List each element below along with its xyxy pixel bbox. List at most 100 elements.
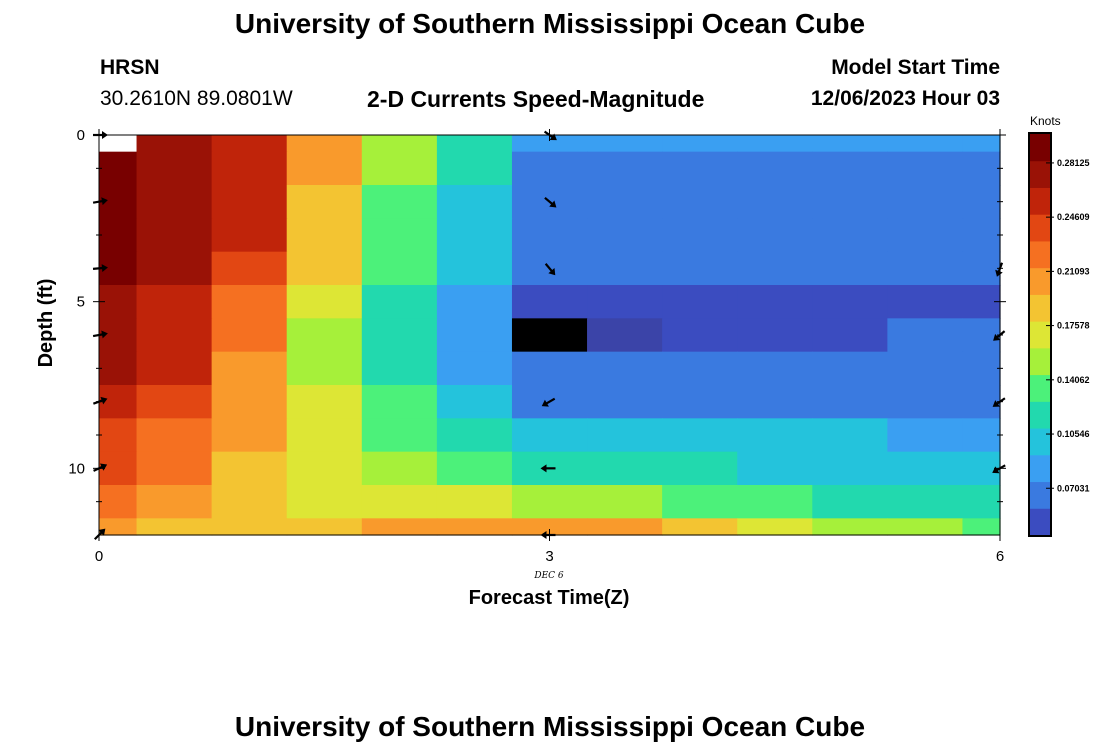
heatmap-cell bbox=[737, 218, 813, 253]
heatmap-cell bbox=[436, 185, 513, 219]
heatmap-cell bbox=[361, 218, 438, 253]
heatmap-cell bbox=[136, 451, 213, 486]
arrow-head bbox=[101, 330, 108, 339]
heatmap-cell bbox=[211, 251, 288, 286]
heatmap-cell bbox=[812, 351, 888, 386]
heatmap-cell bbox=[887, 385, 964, 419]
colorbar-segment bbox=[1030, 428, 1050, 456]
heatmap-cell bbox=[587, 185, 663, 219]
heatmap-cell bbox=[361, 485, 438, 519]
heatmap-cell bbox=[887, 185, 964, 219]
heatmap-cell bbox=[511, 135, 588, 153]
heatmap-cell bbox=[436, 351, 513, 386]
heatmap-cell bbox=[286, 518, 363, 536]
arrow-head bbox=[549, 133, 557, 141]
heatmap-cell bbox=[662, 351, 738, 386]
heatmap-cell bbox=[136, 285, 213, 319]
heatmap-cell bbox=[136, 218, 213, 253]
heatmap-cell bbox=[136, 518, 213, 536]
heatmap-cell bbox=[887, 135, 964, 153]
heatmap-cell bbox=[662, 218, 738, 253]
heatmap-cell bbox=[962, 318, 1001, 353]
heatmap-cell bbox=[136, 485, 213, 519]
arrow-head bbox=[549, 200, 557, 208]
colorbar-unit-label: Knots bbox=[1030, 114, 1061, 128]
heatmap-cell bbox=[436, 385, 513, 419]
heatmap-cell bbox=[211, 518, 288, 536]
heatmap-cell bbox=[136, 151, 213, 186]
heatmap-cell bbox=[361, 385, 438, 419]
y-axis-label: Depth (ft) bbox=[35, 279, 57, 368]
heatmap-cell bbox=[436, 418, 513, 453]
heatmap-cell bbox=[737, 485, 813, 519]
heatmap-cell bbox=[887, 251, 964, 286]
heatmap-cell bbox=[436, 451, 513, 486]
direction-arrow bbox=[544, 263, 556, 276]
heatmap-cell bbox=[737, 151, 813, 186]
station-name: HRSN bbox=[100, 56, 160, 79]
heatmap-cell bbox=[662, 285, 738, 319]
heatmap-cell bbox=[99, 518, 138, 536]
model-start-value: 12/06/2023 Hour 03 bbox=[810, 87, 1000, 110]
heatmap-cell bbox=[587, 418, 663, 453]
direction-arrow bbox=[544, 196, 557, 208]
heatmap-cell bbox=[812, 418, 888, 453]
heatmap-cell bbox=[211, 385, 288, 419]
heatmap-cell bbox=[887, 351, 964, 386]
heatmap-cell bbox=[211, 418, 288, 453]
heatmap-cell bbox=[99, 151, 138, 186]
arrow-head bbox=[995, 269, 1003, 277]
x-axis-label: Forecast Time(Z) bbox=[469, 587, 630, 609]
heatmap-cell bbox=[587, 135, 663, 153]
heatmap-cell bbox=[361, 251, 438, 286]
colorbar bbox=[1030, 134, 1050, 536]
heatmap-cell bbox=[962, 218, 1001, 253]
heatmap-cell bbox=[511, 218, 588, 253]
heatmap-cell bbox=[962, 185, 1001, 219]
station-coordinates: 30.2610N 89.0801W bbox=[100, 87, 293, 110]
heatmap-cell bbox=[737, 285, 813, 319]
heatmap-cell bbox=[587, 485, 663, 519]
heatmap-cell bbox=[511, 151, 588, 186]
colorbar-tick-label: 0.21093 bbox=[1057, 266, 1090, 276]
heatmap-cell bbox=[99, 135, 138, 153]
heatmap-cell bbox=[286, 251, 363, 286]
heatmap-cell bbox=[587, 451, 663, 486]
heatmap-cell bbox=[587, 218, 663, 253]
colorbar-frame bbox=[1028, 132, 1052, 537]
heatmap-cell bbox=[962, 251, 1001, 286]
heatmap-cell bbox=[587, 251, 663, 286]
heatmap-cell bbox=[812, 485, 888, 519]
heatmap-cell bbox=[436, 518, 513, 536]
heatmap-cell bbox=[136, 251, 213, 286]
heatmap-cell bbox=[737, 451, 813, 486]
heatmap-cell bbox=[211, 318, 288, 353]
heatmap-cell bbox=[211, 451, 288, 486]
y-tick-label: 5 bbox=[77, 294, 85, 311]
heatmap-cell bbox=[587, 518, 663, 536]
heatmap-cell bbox=[587, 318, 663, 353]
colorbar-segment bbox=[1030, 401, 1050, 429]
heatmap-cell bbox=[662, 251, 738, 286]
heatmap-cell bbox=[99, 485, 138, 519]
heatmap-cell bbox=[361, 151, 438, 186]
colorbar-tick-label: 0.28125 bbox=[1057, 158, 1090, 168]
heatmap-cell bbox=[361, 418, 438, 453]
colorbar-ticks: 0.28125 0.24609 0.21093 0.17578 0.14062 0.105… bbox=[1046, 158, 1090, 493]
heatmap-cell bbox=[99, 451, 138, 486]
heatmap-cell bbox=[511, 418, 588, 453]
heatmap-cell bbox=[436, 251, 513, 286]
heatmap-cell bbox=[286, 185, 363, 219]
y-tick-label: 10 bbox=[68, 460, 85, 477]
heatmap-cell bbox=[887, 285, 964, 319]
heatmap-cell bbox=[436, 285, 513, 319]
heatmap-cell bbox=[587, 151, 663, 186]
heatmap-cell bbox=[211, 218, 288, 253]
heatmap-cell bbox=[887, 318, 964, 353]
heatmap-cell bbox=[286, 218, 363, 253]
heatmap-cell bbox=[361, 318, 438, 353]
heatmap-cell bbox=[812, 135, 888, 153]
x-tick-label: 6 bbox=[996, 548, 1004, 565]
heatmap-cell bbox=[211, 285, 288, 319]
heatmap-cell bbox=[737, 518, 813, 536]
